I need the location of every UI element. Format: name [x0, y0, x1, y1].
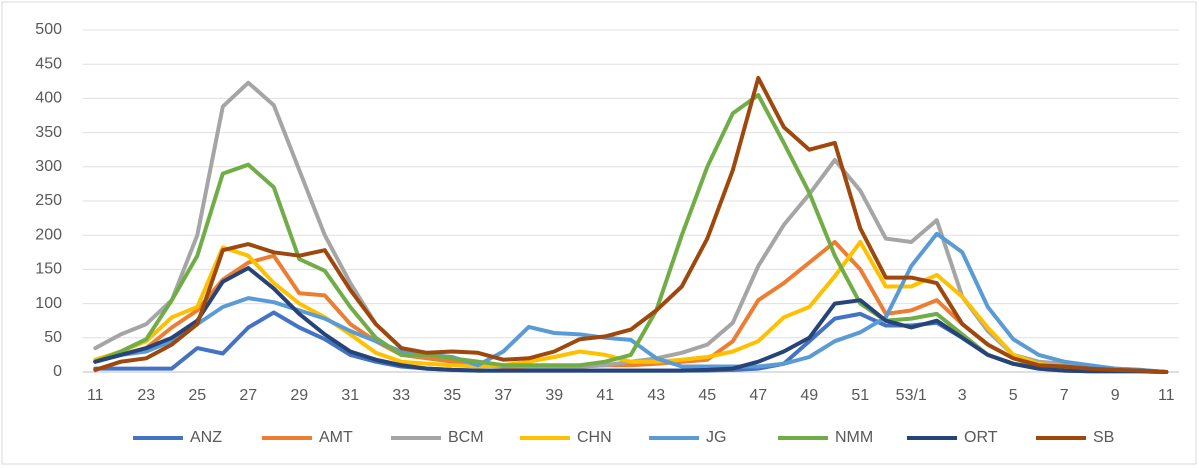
- legend-label: JG: [706, 429, 726, 446]
- x-tick-label: 9: [1111, 387, 1120, 404]
- y-tick-label: 0: [53, 363, 62, 380]
- x-tick-label: 39: [545, 387, 563, 404]
- x-tick-label: 11: [87, 387, 104, 404]
- series-line: [93, 75, 1169, 374]
- x-tick-label: 35: [443, 387, 461, 404]
- x-tick-label: 53/1: [896, 387, 927, 404]
- legend-label: ORT: [964, 429, 998, 446]
- x-tick-label: 25: [188, 387, 206, 404]
- legend-label: NMM: [835, 429, 873, 446]
- y-tick-label: 450: [35, 55, 62, 72]
- x-tick-label: 45: [698, 387, 716, 404]
- x-tick-label: 31: [341, 387, 359, 404]
- y-tick-label: 150: [35, 261, 62, 278]
- y-tick-label: 200: [35, 226, 62, 243]
- legend-label: BCM: [448, 429, 484, 446]
- y-tick-label: 100: [35, 295, 62, 312]
- series-line: [93, 240, 1169, 374]
- x-tick-label: 47: [749, 387, 767, 404]
- series-line: [93, 266, 1169, 374]
- x-tick-label: 29: [290, 387, 308, 404]
- x-tick-label: 33: [392, 387, 410, 404]
- legend-label: AMT: [319, 429, 353, 446]
- x-tick-label: 3: [958, 387, 967, 404]
- y-tick-label: 500: [35, 21, 62, 38]
- legend-label: SB: [1093, 429, 1114, 446]
- y-tick-label: 350: [35, 124, 62, 141]
- y-tick-label: 400: [35, 90, 62, 107]
- x-tick-label: 49: [800, 387, 818, 404]
- x-tick-label: 41: [596, 387, 614, 404]
- x-tick-label: 5: [1009, 387, 1018, 404]
- x-tick-label: 43: [647, 387, 665, 404]
- y-tick-label: 300: [35, 158, 62, 175]
- x-tick-label: 27: [239, 387, 257, 404]
- x-tick-label: 23: [137, 387, 155, 404]
- x-tick-label: 51: [851, 387, 869, 404]
- legend-label: CHN: [577, 429, 612, 446]
- series-line: [93, 231, 1169, 374]
- legend-label: ANZ: [190, 429, 222, 446]
- x-tick-label: 11: [1158, 387, 1175, 404]
- x-tick-label: 37: [494, 387, 512, 404]
- y-tick-label: 50: [44, 329, 62, 346]
- x-tick-label: 7: [1060, 387, 1069, 404]
- y-tick-label: 250: [35, 192, 62, 209]
